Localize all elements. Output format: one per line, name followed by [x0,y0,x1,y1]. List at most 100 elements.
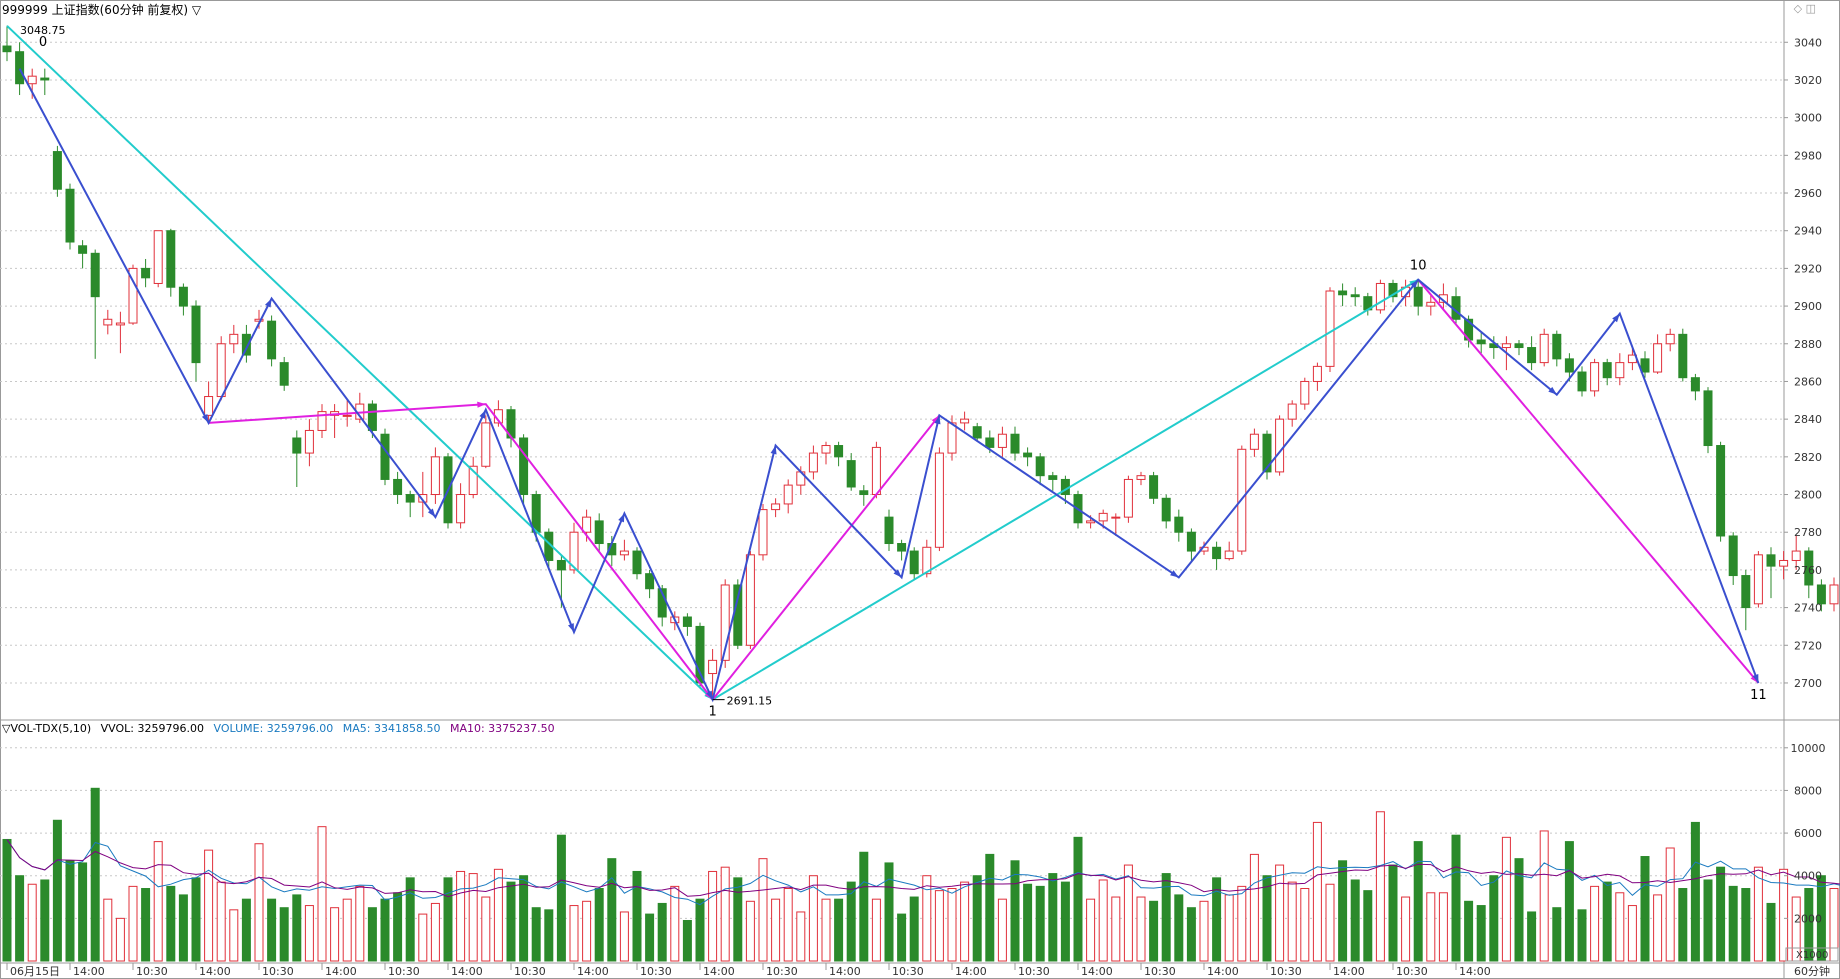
volume-bar [216,881,226,962]
wave-marker-label: 0 [39,35,47,50]
indicator-name[interactable]: ▽VOL-TDX(5,10) [2,722,92,735]
volume-bar [1186,907,1196,962]
volume-bar [607,858,617,962]
time-tick-label: 14:00 [703,965,735,978]
candle-body [1098,512,1108,522]
price-tick-label: 2740 [1794,602,1822,615]
trend-stroke-arrow [568,623,574,633]
candle-body [758,509,768,556]
volume-bar [1023,883,1033,962]
candle-body [90,252,100,298]
candle-body [960,418,970,424]
candle-body [1577,371,1587,392]
candle-body [1149,475,1159,499]
volume-bar [1577,909,1587,962]
candle-body [1262,433,1272,473]
volume-bars [2,787,1839,962]
time-tick-label: 10:30 [514,965,546,978]
volume-bar [229,909,239,962]
volume-bar [1035,885,1045,962]
volume-bar [708,870,718,962]
volume-bar [1224,894,1234,962]
volume-bar [1363,890,1373,962]
volume-bar [1501,836,1511,962]
candle-body [808,452,818,473]
candle-body [1476,339,1486,345]
time-tick-label: 14:00 [1081,965,1113,978]
volume-bar [1048,873,1058,962]
candle-body [1527,347,1537,364]
time-tick-label: 14:00 [73,965,105,978]
trend-segment [208,403,941,702]
volume-bar [1312,821,1322,962]
candle-body [1023,452,1033,458]
volume-bar [682,919,692,962]
volume-bar [1237,885,1247,962]
volume-bar [481,896,491,962]
trend-stroke-arrow [201,414,209,423]
volume-bar [1098,879,1108,962]
volume-bar [1602,881,1612,962]
candle-body [405,494,415,503]
candle-body [1564,358,1574,373]
price-tick-label: 3000 [1794,112,1822,125]
candle-body [972,426,982,439]
volume-tick-label: 4000 [1794,870,1822,883]
volume-bar [1753,866,1763,962]
volume-bar [1640,856,1650,962]
price-tick-label: 2840 [1794,413,1822,426]
volume-bar [1653,894,1663,962]
trend-stroke-arrow [427,508,436,518]
volume-bar [1123,864,1133,962]
time-tick-label: 14:00 [1207,965,1239,978]
volume-tick-label: 6000 [1794,827,1822,840]
volume-bar [204,849,214,962]
trend-stroke [18,68,1760,703]
window-control-icons[interactable]: ◇ ◫ [1793,2,1816,15]
volume-bar [859,851,869,962]
volume-tick-label: 10000 [1791,742,1826,755]
price-tick-label: 2900 [1794,300,1822,313]
volume-ma5-line [6,839,1840,906]
volume-bar [1779,868,1789,962]
volume-bar [519,875,529,962]
candle-body [1224,550,1234,560]
candle-body [1086,520,1096,524]
candle-body [1690,377,1700,392]
trend-stroke-arrow [1612,313,1620,323]
volume-bar [1451,834,1461,962]
candle-body [884,516,894,545]
volume-bar [960,881,970,962]
volume-bar [1615,892,1625,962]
candle-body [1741,575,1751,609]
volume-bar [506,881,516,962]
candle-body [1804,550,1814,586]
candle-body [65,188,75,243]
ma10-value: MA10: 3375237.50 [449,722,555,735]
wave-marker-label: 11 [1750,688,1767,703]
volume-bar [1401,896,1411,962]
price-tick-label: 2880 [1794,338,1822,351]
candle-body [859,490,869,496]
candlesticks [2,25,1839,700]
candle-body [178,286,188,307]
volume-bar [1287,881,1297,962]
price-tick-label: 2800 [1794,489,1822,502]
trend-stroke-arrow [893,569,902,578]
volume-bar [632,870,642,962]
candle-body [708,659,718,675]
candle-body [1212,546,1222,560]
volume-bar [367,907,377,962]
volume-bar [657,902,667,962]
candle-body [15,51,25,85]
candle-body [1161,497,1171,522]
candle-body [1413,286,1423,307]
candle-body [582,516,592,533]
candle-body [1111,516,1121,519]
volume-bar [1060,881,1070,962]
volume-bar [493,868,503,962]
period-label: 60分钟 [1794,964,1830,978]
ma5-value: MA5: 3341858.50 [342,722,441,735]
